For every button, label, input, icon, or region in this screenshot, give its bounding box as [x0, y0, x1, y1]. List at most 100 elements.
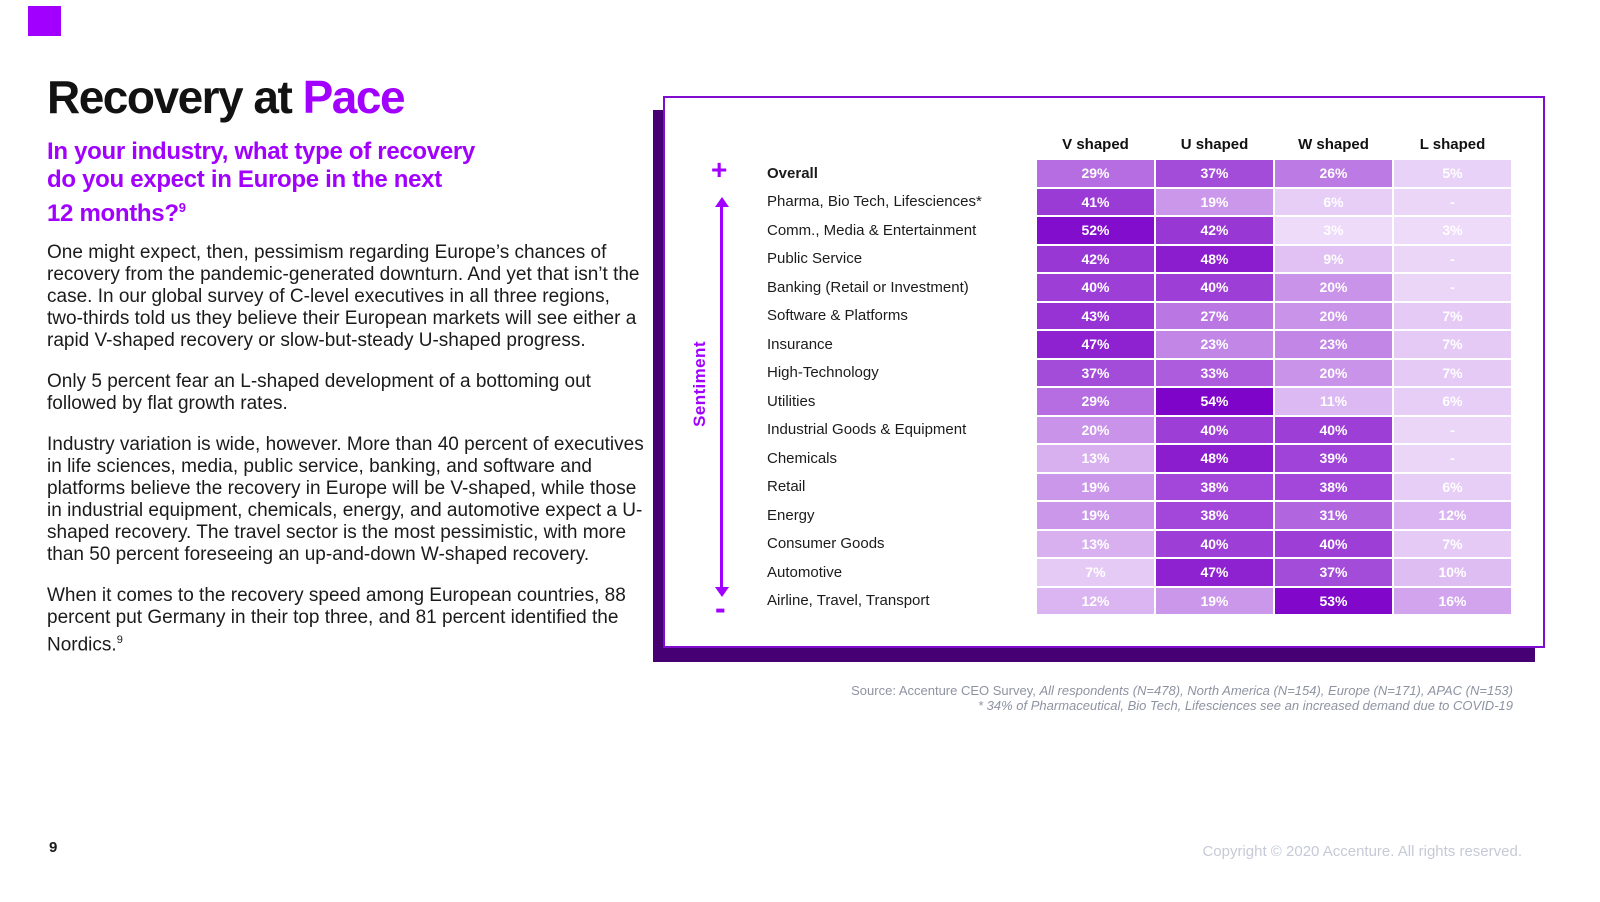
- column-header-u-shaped: U shaped: [1180, 136, 1249, 153]
- heat-cell: 48%: [1156, 445, 1273, 472]
- accenture-logo-mark: [28, 6, 61, 36]
- heat-cell: 41%: [1037, 188, 1154, 215]
- heat-cell: 37%: [1156, 160, 1273, 187]
- row-label: Energy: [767, 506, 815, 524]
- question-line-3: 12 months?: [47, 199, 179, 227]
- question-heading: In your industry, what type of recovery …: [47, 138, 651, 228]
- footnote-ref: 9: [178, 199, 186, 215]
- chart-card: + Sentiment - V shaped U shaped W shaped…: [663, 96, 1545, 648]
- heat-cell: 42%: [1037, 245, 1154, 272]
- source-note: Source: Accenture CEO Survey, All respon…: [700, 683, 1513, 713]
- heat-cell: 16%: [1394, 587, 1511, 614]
- table-row: Pharma, Bio Tech, Lifesciences* 41% 19% 6% -: [761, 188, 1511, 215]
- row-label: Automotive: [767, 563, 843, 581]
- heat-cell: 31%: [1275, 502, 1392, 529]
- header-row: V shaped U shaped W shaped L shaped: [761, 130, 1511, 158]
- page-number: 9: [49, 839, 58, 856]
- arrow-up-icon: [715, 197, 729, 207]
- heat-cell: 7%: [1394, 331, 1511, 358]
- heat-cell: 26%: [1275, 160, 1392, 187]
- table-row: Utilities 29% 54% 11% 6%: [761, 388, 1511, 415]
- table-row: Retail 19% 38% 38% 6%: [761, 473, 1511, 500]
- row-label: Utilities: [767, 392, 816, 410]
- row-label: Chemicals: [767, 449, 838, 467]
- title-accent: Pace: [302, 71, 406, 123]
- heat-cell: 5%: [1394, 160, 1511, 187]
- column-header-l-shaped: L shaped: [1419, 136, 1486, 153]
- table-row: Chemicals 13% 48% 39% -: [761, 445, 1511, 472]
- column-header-v-shaped: V shaped: [1062, 136, 1129, 153]
- heat-cell: 40%: [1275, 416, 1392, 443]
- table-row: Industrial Goods & Equipment 20% 40% 40% -: [761, 416, 1511, 443]
- table-row: Energy 19% 38% 31% 12%: [761, 502, 1511, 529]
- heat-cell: 10%: [1394, 559, 1511, 586]
- heat-cell: 7%: [1037, 559, 1154, 586]
- heat-cell: 23%: [1156, 331, 1273, 358]
- heat-cell: 20%: [1037, 416, 1154, 443]
- row-label: Consumer Goods: [767, 535, 885, 553]
- row-label: Public Service: [767, 250, 863, 268]
- heat-cell: 48%: [1156, 245, 1273, 272]
- heat-cell: 40%: [1156, 530, 1273, 557]
- table-row: Overall 29% 37% 26% 5%: [761, 160, 1511, 187]
- heat-cell: 13%: [1037, 530, 1154, 557]
- row-label: Retail: [767, 478, 806, 496]
- heat-cell: 29%: [1037, 388, 1154, 415]
- heat-cell: 19%: [1037, 502, 1154, 529]
- heat-cell: 6%: [1394, 388, 1511, 415]
- heat-cell: 9%: [1275, 245, 1392, 272]
- heat-cell: -: [1394, 416, 1511, 443]
- heat-cell: -: [1394, 445, 1511, 472]
- heat-cell: 29%: [1037, 160, 1154, 187]
- heat-cell: 43%: [1037, 302, 1154, 329]
- row-label: Banking (Retail or Investment): [767, 278, 969, 296]
- paragraph: When it comes to the recovery speed amon…: [47, 584, 626, 655]
- heat-cell: 13%: [1037, 445, 1154, 472]
- heat-cell: 54%: [1156, 388, 1273, 415]
- heat-cell: 6%: [1394, 473, 1511, 500]
- source-line-2: * 34% of Pharmaceutical, Bio Tech, Lifes…: [978, 698, 1513, 713]
- source-respondents: All respondents (N=478), North America (…: [1039, 683, 1513, 698]
- sentiment-axis-label: Sentiment: [690, 341, 709, 427]
- heat-cell: -: [1394, 274, 1511, 301]
- row-label: Airline, Travel, Transport: [767, 592, 930, 610]
- column-header-w-shaped: W shaped: [1298, 136, 1369, 153]
- heat-cell: 19%: [1156, 587, 1273, 614]
- heat-cell: 7%: [1394, 302, 1511, 329]
- heat-cell: 53%: [1275, 587, 1392, 614]
- heat-cell: 11%: [1275, 388, 1392, 415]
- sentiment-minus-label: -: [715, 590, 726, 626]
- heat-cell: 47%: [1037, 331, 1154, 358]
- heat-cell: 39%: [1275, 445, 1392, 472]
- heat-cell: 40%: [1275, 530, 1392, 557]
- paragraph: One might expect, then, pessimism regard…: [47, 241, 640, 351]
- corner-cell: [761, 130, 1035, 158]
- question-line-1: In your industry, what type of recovery: [47, 137, 475, 165]
- heat-cell: 38%: [1275, 473, 1392, 500]
- heat-cell: 7%: [1394, 530, 1511, 557]
- heat-cell: 20%: [1275, 359, 1392, 386]
- title-prefix: Recovery at: [47, 71, 293, 123]
- arrow-down-icon: [715, 587, 729, 597]
- row-label: Comm., Media & Entertainment: [767, 221, 977, 239]
- heat-cell: 23%: [1275, 331, 1392, 358]
- copyright: Copyright © 2020 Accenture. All rights r…: [1202, 843, 1522, 860]
- heat-cell: 33%: [1156, 359, 1273, 386]
- heat-cell: 52%: [1037, 217, 1154, 244]
- heat-cell: 42%: [1156, 217, 1273, 244]
- heat-cell: 40%: [1037, 274, 1154, 301]
- table-row: Software & Platforms 43% 27% 20% 7%: [761, 302, 1511, 329]
- heat-cell: 20%: [1275, 302, 1392, 329]
- row-label: Software & Platforms: [767, 307, 908, 325]
- table-row: Comm., Media & Entertainment 52% 42% 3% 3%: [761, 217, 1511, 244]
- body-text: One might expect, then, pessimism regard…: [47, 242, 647, 656]
- heat-cell: 12%: [1394, 502, 1511, 529]
- heat-cell: 38%: [1156, 473, 1273, 500]
- heat-cell: 6%: [1275, 188, 1392, 215]
- source-line-1: Source: Accenture CEO Survey, All respon…: [700, 683, 1513, 698]
- row-label: High-Technology: [767, 364, 879, 382]
- heat-cell: -: [1394, 245, 1511, 272]
- heat-cell: 47%: [1156, 559, 1273, 586]
- heat-cell: 3%: [1394, 217, 1511, 244]
- question-line-2: do you expect in Europe in the next: [47, 165, 442, 193]
